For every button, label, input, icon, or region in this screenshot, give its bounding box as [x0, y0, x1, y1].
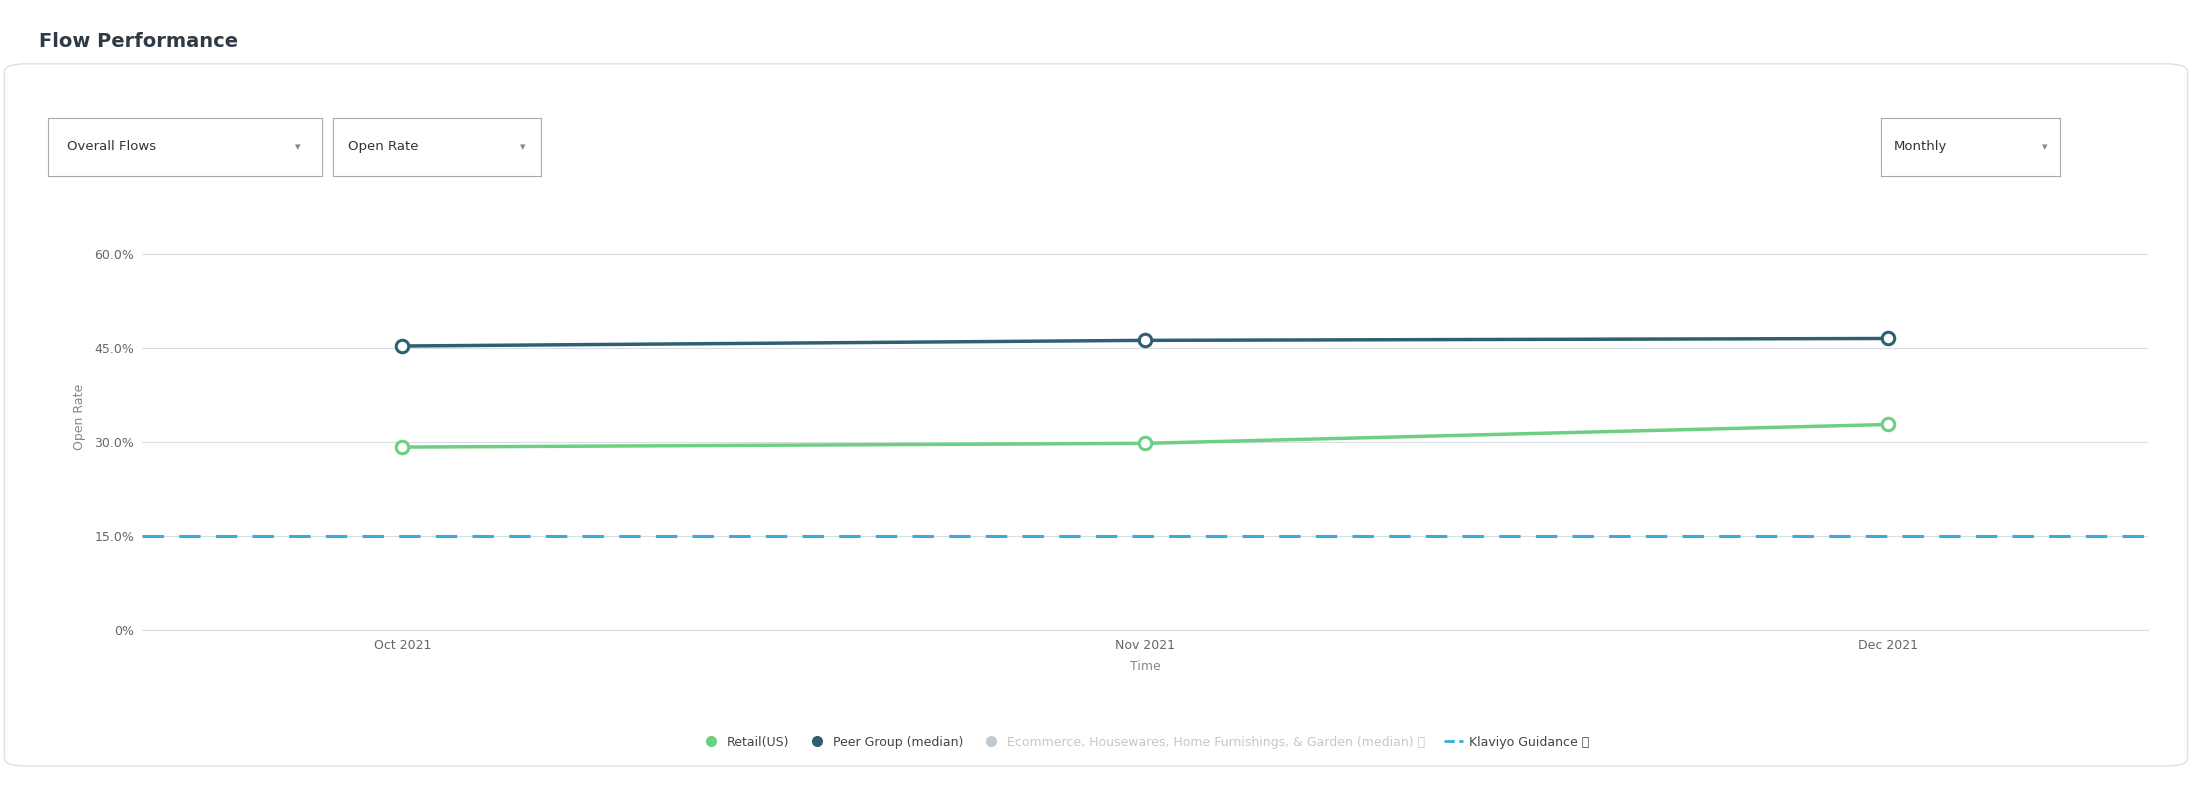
Text: Monthly: Monthly [1894, 140, 1946, 153]
Legend: Retail(US), Peer Group (median), Ecommerce, Housewares, Home Furnishings, & Gard: Retail(US), Peer Group (median), Ecommer… [697, 731, 1594, 753]
Text: ▾: ▾ [2041, 142, 2047, 152]
Text: ▾: ▾ [520, 142, 526, 152]
Text: Overall Flows: Overall Flows [68, 140, 156, 153]
Text: Flow Performance: Flow Performance [39, 32, 239, 51]
Y-axis label: Open Rate: Open Rate [72, 384, 85, 450]
X-axis label: Time: Time [1129, 660, 1162, 673]
Text: ▾: ▾ [294, 142, 300, 152]
Text: Open Rate: Open Rate [349, 140, 419, 153]
